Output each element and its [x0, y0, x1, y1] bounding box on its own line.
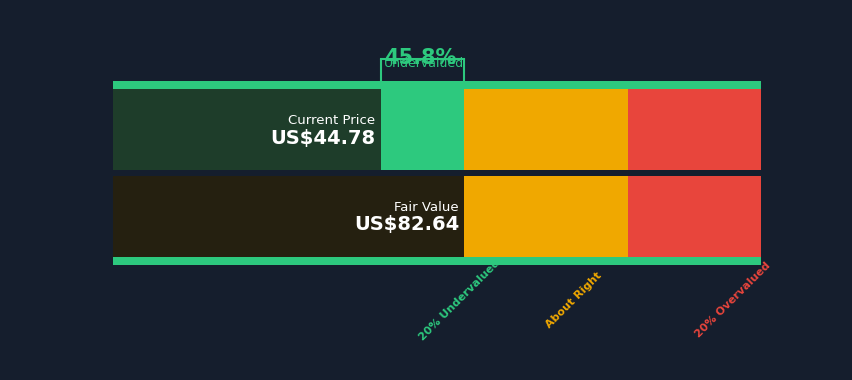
Bar [113, 176, 463, 257]
Text: Current Price: Current Price [288, 114, 375, 127]
Text: US$44.78: US$44.78 [270, 129, 375, 148]
Text: Undervalued: Undervalued [383, 57, 463, 70]
Text: US$82.64: US$82.64 [354, 215, 458, 234]
Bar [113, 89, 380, 170]
Bar [463, 89, 628, 170]
Bar [628, 176, 760, 257]
Bar [113, 89, 463, 170]
Bar [113, 81, 760, 89]
Bar [113, 176, 463, 257]
Text: 45.8%: 45.8% [383, 48, 456, 68]
Bar [463, 176, 628, 257]
Text: About Right: About Right [544, 270, 603, 330]
Bar [628, 89, 760, 170]
Text: 20% Undervalued: 20% Undervalued [417, 258, 502, 342]
Text: Fair Value: Fair Value [394, 201, 458, 214]
Text: 20% Overvalued: 20% Overvalued [693, 261, 771, 340]
Bar [113, 257, 760, 265]
